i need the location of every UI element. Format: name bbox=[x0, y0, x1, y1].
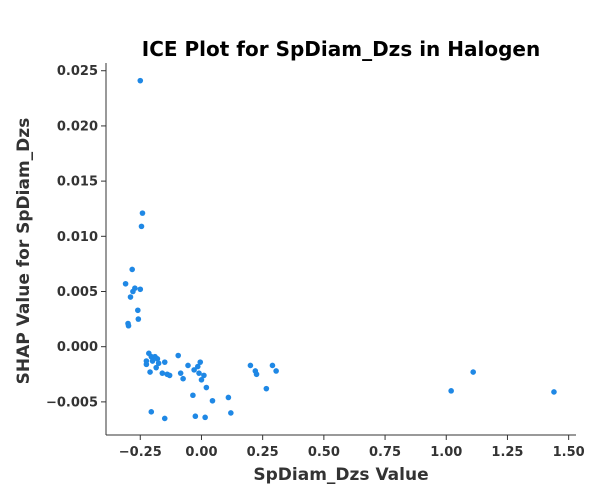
data-point bbox=[125, 322, 132, 329]
x-tick-label: 0.00 bbox=[185, 445, 217, 460]
y-tick-label: 0.005 bbox=[57, 285, 98, 300]
data-point bbox=[191, 367, 197, 373]
data-point bbox=[127, 294, 134, 300]
x-tick-label: 1.00 bbox=[430, 445, 462, 460]
data-point bbox=[228, 410, 234, 416]
y-tick-label: 0.025 bbox=[57, 64, 98, 79]
data-point bbox=[202, 414, 208, 421]
data-point bbox=[551, 389, 557, 395]
data-point bbox=[166, 372, 173, 379]
data-point bbox=[198, 377, 205, 383]
x-tick-label: −0.25 bbox=[119, 445, 162, 460]
data-point bbox=[147, 369, 153, 375]
x-tick-label: 1.50 bbox=[553, 445, 585, 460]
y-tick-label: 0.010 bbox=[57, 230, 98, 245]
data-point bbox=[161, 359, 168, 365]
data-points bbox=[122, 77, 557, 422]
data-point bbox=[161, 415, 168, 422]
data-point bbox=[139, 210, 146, 216]
data-point bbox=[135, 307, 141, 314]
data-point bbox=[253, 371, 260, 378]
y-tick-label: 0.020 bbox=[57, 119, 98, 134]
data-point bbox=[190, 392, 196, 399]
data-point bbox=[197, 359, 204, 365]
data-point bbox=[180, 375, 186, 382]
x-tick-label: 0.25 bbox=[247, 445, 279, 460]
data-point bbox=[159, 370, 166, 376]
data-point bbox=[470, 369, 476, 375]
chart-title: ICE Plot for SpDiam_Dzs in Halogen bbox=[142, 37, 540, 61]
data-point bbox=[137, 77, 144, 84]
data-point bbox=[269, 362, 276, 369]
data-point bbox=[194, 363, 201, 370]
data-point bbox=[263, 385, 270, 392]
data-point bbox=[448, 388, 454, 394]
data-point bbox=[177, 370, 184, 376]
x-tick-label: 1.25 bbox=[491, 445, 523, 460]
data-point bbox=[185, 362, 191, 369]
data-point bbox=[201, 372, 207, 379]
data-point bbox=[225, 394, 232, 401]
data-point bbox=[135, 316, 142, 322]
y-tick-label: 0.000 bbox=[57, 340, 98, 355]
data-point bbox=[148, 409, 155, 415]
data-point bbox=[149, 358, 156, 364]
x-tick-label: 0.75 bbox=[369, 445, 401, 460]
data-point bbox=[143, 361, 150, 368]
data-point bbox=[209, 397, 216, 404]
x-axis-label: SpDiam_Dzs Value bbox=[253, 465, 428, 485]
data-point bbox=[138, 223, 145, 230]
data-point bbox=[203, 384, 210, 391]
data-point bbox=[196, 370, 202, 376]
data-point bbox=[247, 362, 254, 369]
data-point bbox=[137, 286, 144, 293]
data-point bbox=[130, 288, 136, 295]
data-point bbox=[154, 356, 161, 362]
data-point bbox=[273, 368, 279, 374]
x-tick-label: 0.50 bbox=[308, 445, 340, 460]
y-ticks: −0.005 0.000 0.005 0.010 0.015 0.020 0.025 bbox=[46, 64, 106, 410]
x-ticks: −0.25 0.00 0.25 0.50 0.75 1.00 1.25 1.50 bbox=[119, 435, 585, 460]
data-point bbox=[122, 280, 129, 287]
data-point bbox=[155, 360, 162, 367]
data-point bbox=[129, 266, 135, 273]
data-point bbox=[153, 364, 159, 371]
y-tick-label: −0.005 bbox=[46, 395, 98, 410]
data-point bbox=[192, 413, 199, 420]
data-point bbox=[175, 352, 182, 359]
y-tick-label: 0.015 bbox=[57, 175, 98, 190]
y-axis-label: SHAP Value for SpDiam_Dzs bbox=[14, 118, 34, 385]
